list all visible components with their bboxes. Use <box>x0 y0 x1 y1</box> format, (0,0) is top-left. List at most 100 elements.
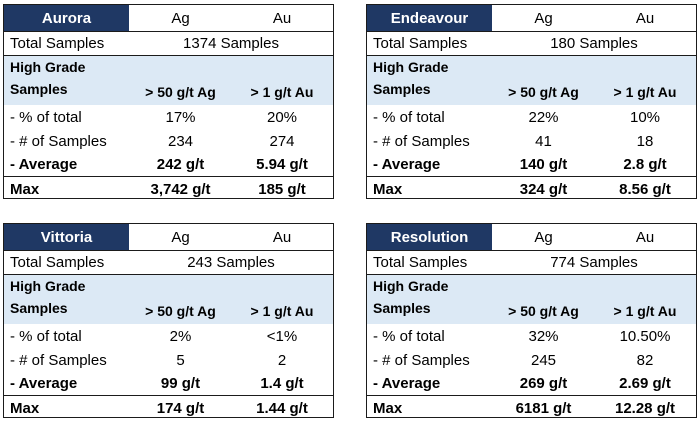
deposit-name: Endeavour <box>367 5 492 31</box>
high-grade-label: High Grade Samples <box>4 56 129 100</box>
max-row: Max 6181 g/t 12.28 g/t <box>367 396 696 421</box>
high-grade-label-line1: High Grade <box>373 278 449 294</box>
high-grade-label: High Grade Samples <box>4 275 129 319</box>
ag-percent: 32% <box>528 327 559 345</box>
ag-count: 245 <box>530 351 557 369</box>
high-grade-header-row: High Grade Samples > 50 g/t Ag > 1 g/t A… <box>4 55 333 105</box>
ag-column-header: Ag <box>171 9 190 27</box>
high-grade-header-row: High Grade Samples > 50 g/t Ag > 1 g/t A… <box>4 274 333 324</box>
max-row: Max 174 g/t 1.44 g/t <box>4 396 333 421</box>
ag-percent: 22% <box>528 108 559 126</box>
au-max: 1.44 g/t <box>256 400 308 417</box>
total-samples-value: 180 Samples <box>550 35 638 52</box>
high-grade-label-line2: Samples <box>373 300 431 316</box>
max-row: Max 3,742 g/t 185 g/t <box>4 177 333 202</box>
total-samples-label: Total Samples <box>373 254 468 271</box>
high-grade-label: High Grade Samples <box>367 275 492 319</box>
aurora-panel: Aurora Ag Au Total Samples 1374 Samples … <box>3 4 334 199</box>
ag-average: 242 g/t <box>156 156 205 173</box>
count-label: - # of Samples <box>373 351 470 369</box>
au-average: 1.4 g/t <box>260 375 304 392</box>
ag-count: 5 <box>176 351 185 369</box>
au-percent: <1% <box>266 327 298 345</box>
ag-threshold: > 50 g/t Ag <box>145 303 216 319</box>
average-row: - Average 99 g/t 1.4 g/t <box>4 372 333 396</box>
ag-max: 3,742 g/t <box>150 181 211 198</box>
ag-count: 41 <box>535 132 552 150</box>
endeavour-panel: Endeavour Ag Au Total Samples 180 Sample… <box>366 4 697 199</box>
average-label: - Average <box>10 375 78 392</box>
total-samples-value: 1374 Samples <box>183 35 279 52</box>
panel-header-row: Endeavour Ag Au <box>367 5 696 31</box>
max-row: Max 324 g/t 8.56 g/t <box>367 177 696 202</box>
average-row: - Average 242 g/t 5.94 g/t <box>4 153 333 177</box>
au-average: 5.94 g/t <box>256 156 308 173</box>
ag-max: 324 g/t <box>519 181 568 198</box>
au-average: 2.8 g/t <box>623 156 667 173</box>
ag-max: 174 g/t <box>156 400 205 417</box>
au-count: 274 <box>269 132 295 150</box>
average-label: - Average <box>373 375 441 392</box>
au-column-header: Au <box>272 228 292 246</box>
average-label: - Average <box>373 156 441 173</box>
deposit-name: Aurora <box>4 5 129 31</box>
count-row: - # of Samples 234 274 <box>4 129 333 153</box>
ag-average: 99 g/t <box>160 375 201 392</box>
ag-percent: 2% <box>169 327 192 345</box>
au-threshold: > 1 g/t Au <box>250 84 314 100</box>
ag-threshold: > 50 g/t Ag <box>508 84 579 100</box>
au-threshold: > 1 g/t Au <box>250 303 314 319</box>
total-samples-row: Total Samples 774 Samples <box>367 250 696 274</box>
ag-column-header: Ag <box>171 228 190 246</box>
total-samples-label: Total Samples <box>10 254 105 271</box>
total-samples-label: Total Samples <box>10 35 105 52</box>
ag-threshold: > 50 g/t Ag <box>508 303 579 319</box>
au-percent: 10.50% <box>619 327 671 345</box>
percent-row: - % of total 22% 10% <box>367 105 696 129</box>
high-grade-header-row: High Grade Samples > 50 g/t Ag > 1 g/t A… <box>367 274 696 324</box>
panel-header-row: Aurora Ag Au <box>4 5 333 31</box>
total-samples-row: Total Samples 243 Samples <box>4 250 333 274</box>
au-max: 8.56 g/t <box>619 181 671 198</box>
resolution-panel: Resolution Ag Au Total Samples 774 Sampl… <box>366 223 697 418</box>
au-column-header: Au <box>635 9 655 27</box>
max-label: Max <box>10 400 40 417</box>
au-max: 185 g/t <box>258 181 306 198</box>
average-row: - Average 140 g/t 2.8 g/t <box>367 153 696 177</box>
ag-average: 140 g/t <box>519 156 568 173</box>
count-label: - # of Samples <box>10 132 107 150</box>
percent-row: - % of total 32% 10.50% <box>367 324 696 348</box>
ag-count: 234 <box>167 132 194 150</box>
average-row: - Average 269 g/t 2.69 g/t <box>367 372 696 396</box>
ag-threshold: > 50 g/t Ag <box>145 84 216 100</box>
panel-header-row: Resolution Ag Au <box>367 224 696 250</box>
high-grade-label-line2: Samples <box>10 300 68 316</box>
high-grade-label-line2: Samples <box>373 81 431 97</box>
ag-column-header: Ag <box>534 9 553 27</box>
percent-label: - % of total <box>373 327 445 345</box>
au-average: 2.69 g/t <box>619 375 671 392</box>
high-grade-label-line1: High Grade <box>373 59 449 75</box>
high-grade-label-line1: High Grade <box>10 59 86 75</box>
deposit-name: Resolution <box>367 224 492 250</box>
high-grade-label-line1: High Grade <box>10 278 86 294</box>
count-label: - # of Samples <box>10 351 107 369</box>
au-threshold: > 1 g/t Au <box>613 303 677 319</box>
total-samples-row: Total Samples 1374 Samples <box>4 31 333 55</box>
high-grade-label: High Grade Samples <box>367 56 492 100</box>
max-label: Max <box>373 400 403 417</box>
ag-column-header: Ag <box>534 228 553 246</box>
total-samples-value: 774 Samples <box>550 254 638 271</box>
au-column-header: Au <box>272 9 292 27</box>
total-samples-value: 243 Samples <box>187 254 275 271</box>
percent-row: - % of total 17% 20% <box>4 105 333 129</box>
high-grade-label-line2: Samples <box>10 81 68 97</box>
au-count: 82 <box>636 351 654 369</box>
total-samples-row: Total Samples 180 Samples <box>367 31 696 55</box>
average-label: - Average <box>10 156 78 173</box>
panel-header-row: Vittoria Ag Au <box>4 224 333 250</box>
au-column-header: Au <box>635 228 655 246</box>
max-label: Max <box>373 181 403 198</box>
ag-percent: 17% <box>165 108 196 126</box>
au-count: 2 <box>277 351 287 369</box>
